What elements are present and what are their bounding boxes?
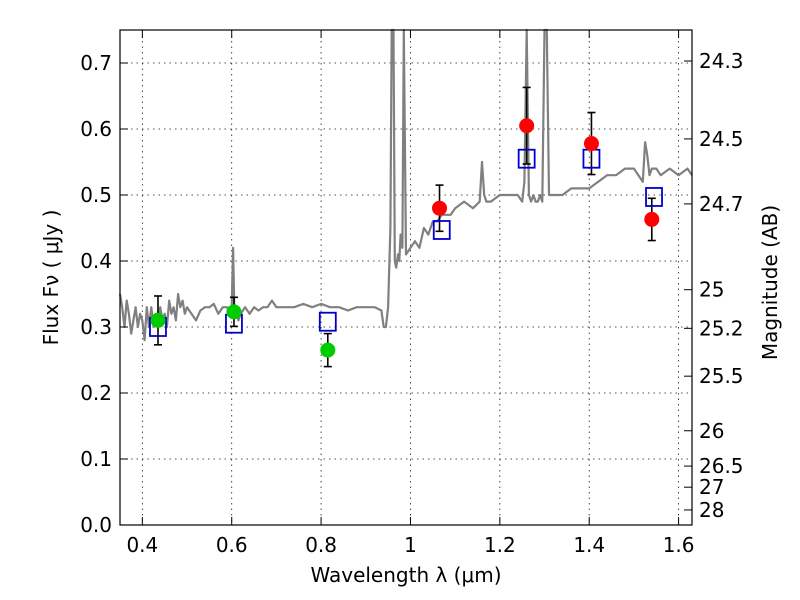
right-tick-label: 26 (699, 419, 724, 443)
x-tick-label: 1.2 (484, 533, 516, 557)
right-axis-title: Magnitude (AB) (758, 205, 782, 360)
x-tick-label: 0.6 (216, 533, 248, 557)
y-tick-label: 0.5 (80, 183, 112, 207)
x-tick-label: 0.4 (126, 533, 158, 557)
y-tick-label: 0.0 (80, 513, 112, 537)
model-point (432, 220, 451, 240)
right-tick-label: 28 (699, 498, 724, 522)
right-tick-label: 27 (699, 475, 724, 499)
observed-points (150, 118, 660, 358)
right-tick-label: 25.2 (699, 316, 744, 340)
x-tick-label: 1.4 (573, 533, 605, 557)
model-points (149, 148, 663, 337)
observed-point (583, 136, 599, 152)
x-tick-label: 1.6 (663, 533, 695, 557)
right-tick-label: 24.7 (699, 192, 744, 216)
model-point (318, 311, 337, 332)
observed-point (226, 304, 242, 320)
axis-ticks (120, 30, 692, 526)
model-point (645, 187, 663, 207)
y-tick-label: 0.6 (80, 117, 112, 141)
x-axis-title: Wavelength λ (μm) (310, 563, 501, 587)
y-tick-label: 0.7 (80, 51, 112, 75)
y-axis-title: Flux Fν ( μJy ) (39, 210, 63, 346)
y-tick-label: 0.2 (80, 381, 112, 405)
spectrum-series (118, 28, 693, 342)
right-tick-label: 24.5 (699, 127, 744, 151)
grid (120, 30, 692, 526)
observed-point (519, 118, 535, 134)
y-tick-labels: 0.0 0.1 0.2 0.3 0.4 0.5 0.6 0.7 (80, 51, 112, 537)
observed-point (644, 211, 660, 227)
right-tick-label: 26.5 (699, 454, 744, 478)
x-tick-label: 0.8 (305, 533, 337, 557)
right-tick-label: 25 (699, 278, 724, 302)
spectrum-line (118, 28, 693, 342)
y-tick-label: 0.1 (80, 447, 112, 471)
plot-frame (119, 29, 693, 526)
right-tick-label: 25.5 (699, 364, 744, 388)
x-tick-label: 1 (404, 533, 417, 557)
y-tick-label: 0.4 (80, 249, 112, 273)
observed-point (432, 200, 448, 216)
model-point (517, 148, 536, 169)
right-tick-label: 24.3 (699, 49, 744, 73)
observed-point (320, 342, 336, 358)
x-tick-labels: 0.4 0.6 0.8 1 1.2 1.4 1.6 (126, 533, 694, 557)
y-tick-label: 0.3 (80, 315, 112, 339)
observed-point (150, 312, 166, 328)
